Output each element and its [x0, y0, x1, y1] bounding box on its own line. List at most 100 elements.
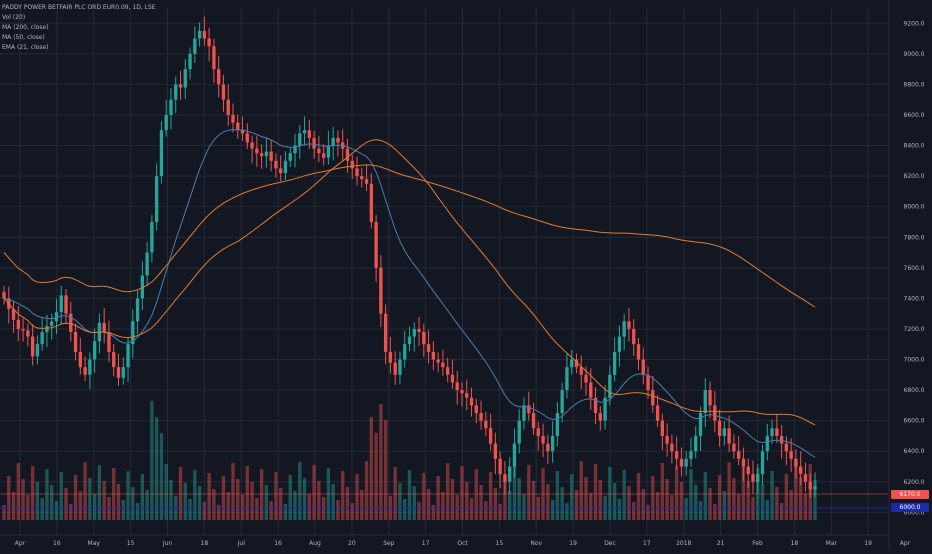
candle-body [331, 137, 335, 146]
x-tick-label: Apr [15, 540, 26, 547]
volume-bar [116, 484, 121, 520]
candle-body [789, 451, 793, 459]
volume-bar [503, 475, 507, 520]
candle-body [112, 351, 116, 368]
candle-body [674, 451, 679, 459]
x-tick-label: 19 [864, 540, 872, 547]
volume-bar [255, 498, 259, 520]
candle-body [231, 114, 235, 123]
volume-bar [679, 482, 684, 520]
volume-bar [197, 486, 202, 520]
candle-body [50, 321, 54, 326]
candle-body [527, 405, 531, 414]
volume-bar [741, 465, 746, 520]
volume-bar [598, 480, 602, 520]
volume-bar [426, 489, 431, 520]
volume-bar [775, 487, 779, 520]
volume-bar [479, 485, 483, 520]
candle-body [298, 133, 302, 146]
volume-bar [560, 487, 564, 520]
volume-bar [746, 481, 750, 520]
y-tick-label: 6800.0 [904, 387, 925, 394]
volume-bar [345, 487, 350, 520]
candle-body [116, 367, 121, 378]
candle-body [16, 319, 20, 329]
candle-body [212, 46, 216, 70]
x-tick-label: 19 [569, 540, 577, 547]
candle-body [45, 325, 49, 333]
candle-body [379, 267, 383, 314]
candle-body [250, 142, 254, 149]
candle-body [126, 344, 130, 368]
x-tick-label: Oct [457, 540, 468, 547]
volume-bar [126, 471, 130, 520]
y-tick-label: 9200.0 [904, 20, 925, 27]
candle-body [636, 344, 641, 360]
candle-body [775, 428, 779, 436]
y-tick-label: 6600.0 [904, 418, 925, 425]
volume-bar [708, 488, 712, 520]
volume-bar [770, 471, 774, 520]
candle-body [360, 176, 364, 180]
candle-body [770, 428, 774, 436]
volume-bar [355, 474, 359, 520]
volume-bar [217, 505, 221, 520]
candle-body [488, 428, 493, 444]
volume-bar [627, 486, 631, 520]
volume-bar [69, 504, 73, 520]
volume-bar [398, 483, 402, 520]
candle-body [541, 435, 545, 444]
candle-body [660, 420, 665, 436]
volume-bar [298, 462, 302, 520]
candle-body [30, 336, 35, 357]
volume-bar [35, 482, 40, 520]
volume-bar [50, 485, 54, 520]
candle-body [217, 69, 221, 85]
candle-body [431, 351, 436, 360]
volume-bar [360, 490, 364, 520]
volume-bar [7, 476, 11, 520]
x-tick-label: 16 [274, 540, 282, 547]
volume-bar [393, 467, 397, 520]
volume-bar [732, 478, 736, 520]
volume-bar [140, 474, 145, 520]
candle-body [2, 292, 6, 299]
candle-body [603, 397, 607, 421]
candle-body [207, 38, 211, 47]
candle-body [283, 160, 288, 174]
volume-bar [92, 494, 97, 520]
volume-bar [684, 498, 688, 520]
ma200-line [3, 164, 816, 308]
candle-body [388, 351, 393, 363]
x-tick-label: 2018 [676, 540, 691, 547]
candle-body [503, 474, 507, 482]
candle-body [407, 336, 412, 345]
volume-bar [584, 477, 588, 520]
x-tick-label: Aug [309, 540, 321, 547]
candle-body [799, 466, 803, 475]
volume-bar [574, 490, 579, 520]
volume-bar [460, 466, 464, 520]
y-tick-label: 8000.0 [904, 204, 925, 211]
volume-bar [612, 483, 617, 520]
candle-body [183, 69, 187, 88]
volume-bar [54, 501, 59, 520]
y-tick-label: 8800.0 [904, 81, 925, 88]
volume-bar [40, 498, 44, 520]
volume-bar [570, 474, 574, 520]
y-tick-label: 6200.0 [904, 479, 925, 486]
volume-bar [336, 500, 340, 520]
volume-bar [102, 481, 106, 520]
volume-bar [231, 463, 235, 520]
volume-bar [784, 474, 789, 520]
volume-bar [694, 485, 698, 520]
volume-bar [555, 471, 560, 520]
candle-body [107, 332, 111, 352]
candle-body [317, 148, 321, 154]
candle-body [150, 221, 154, 253]
volume-bar [403, 499, 407, 520]
candle-body [169, 99, 173, 115]
x-tick-label: Nov [530, 540, 542, 547]
